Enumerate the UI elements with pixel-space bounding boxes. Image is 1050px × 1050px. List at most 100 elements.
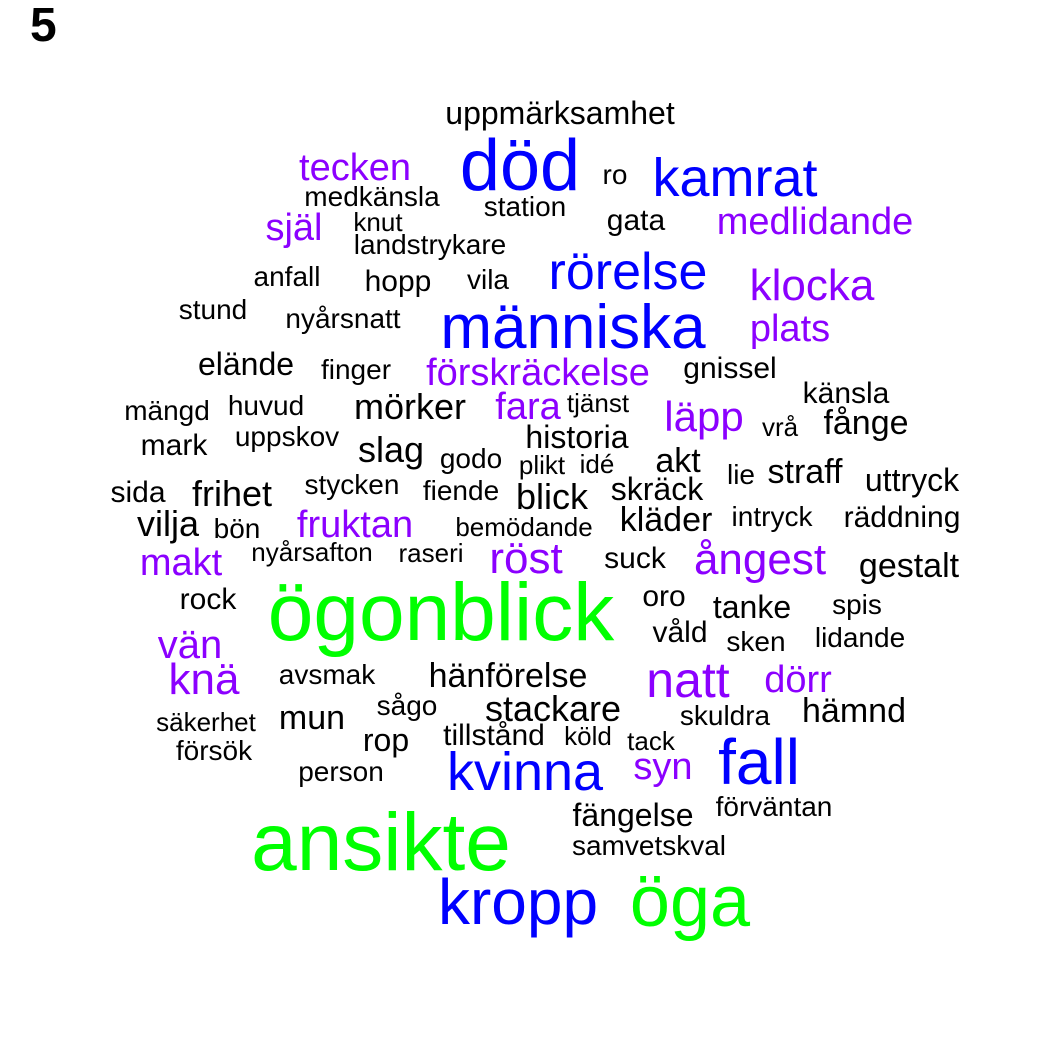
cloud-word: ro — [602, 159, 628, 190]
cloud-word: våld — [652, 616, 708, 649]
cloud-word: intryck — [731, 501, 813, 532]
cloud-word: landstrykare — [353, 229, 507, 260]
cloud-word: rock — [179, 583, 237, 616]
cloud-word: nyårsafton — [251, 537, 373, 567]
cloud-word: syn — [633, 746, 693, 788]
cloud-word: fängelse — [572, 797, 694, 833]
cloud-word: plikt — [518, 450, 566, 480]
cloud-word: ångest — [693, 535, 827, 584]
cloud-word: klocka — [749, 261, 875, 310]
cloud-word: straff — [767, 453, 843, 491]
cloud-word: bemödande — [455, 512, 593, 542]
cloud-word: lie — [726, 459, 756, 490]
cloud-word: stund — [178, 294, 248, 325]
cloud-word: försök — [175, 735, 253, 766]
cloud-word: anfall — [253, 261, 321, 292]
cloud-word: akt — [655, 442, 701, 480]
cloud-word: räddning — [843, 501, 961, 534]
cloud-word: bön — [213, 513, 261, 544]
cloud-word: dörr — [764, 659, 832, 701]
cloud-word: skuldra — [679, 700, 771, 731]
cloud-word: vila — [466, 264, 510, 295]
cloud-word: fara — [495, 386, 561, 428]
cloud-word: sida — [110, 476, 166, 509]
cloud-word: avsmak — [278, 659, 376, 690]
cloud-word: historia — [525, 419, 629, 455]
cloud-word: raseri — [398, 538, 464, 568]
cloud-word: skräck — [610, 471, 704, 507]
cloud-word: knä — [168, 655, 240, 704]
cloud-word: sken — [726, 626, 786, 657]
cloud-word: röst — [489, 534, 563, 583]
cloud-word: öga — [629, 862, 751, 942]
cloud-word: död — [459, 126, 581, 206]
cloud-word: tecken — [299, 147, 411, 189]
cloud-word: makt — [139, 542, 223, 584]
cloud-word: vilja — [136, 503, 200, 544]
cloud-word: uppskov — [234, 421, 340, 452]
cloud-word: huvud — [227, 390, 305, 421]
cloud-word: köld — [564, 721, 612, 751]
cloud-word: natt — [646, 652, 730, 708]
cloud-word: kvinna — [446, 742, 604, 802]
cloud-word: sågo — [376, 690, 438, 721]
cloud-word: fall — [718, 726, 800, 798]
cloud-word: gnissel — [683, 352, 777, 385]
cloud-word: stackare — [484, 688, 622, 729]
cloud-word: uttryck — [864, 462, 960, 498]
cloud-word: mun — [278, 699, 346, 737]
cloud-word: mängd — [124, 395, 210, 426]
cloud-word: förväntan — [715, 791, 833, 822]
cloud-word: kropp — [437, 866, 599, 938]
cloud-word: godo — [439, 443, 503, 474]
cloud-word: människa — [440, 293, 706, 362]
panel-label: 5 — [30, 0, 57, 52]
cloud-word: fånge — [823, 404, 909, 442]
cloud-word: suck — [604, 542, 666, 575]
cloud-word: stycken — [304, 469, 400, 500]
cloud-word: person — [298, 756, 384, 787]
cloud-word: oro — [642, 580, 686, 613]
cloud-word: ögonblick — [267, 567, 615, 658]
cloud-word: nyårsnatt — [285, 303, 401, 334]
cloud-word: hämnd — [802, 692, 906, 730]
cloud-word: kamrat — [652, 148, 818, 208]
cloud-word: rörelse — [548, 243, 708, 301]
cloud-word: knut — [353, 207, 403, 237]
cloud-word: tanke — [712, 589, 792, 625]
cloud-word: själ — [265, 207, 323, 249]
cloud-word: kläder — [619, 501, 713, 539]
cloud-word: vrå — [761, 412, 799, 442]
cloud-word: spis — [832, 589, 882, 620]
cloud-word: tjänst — [566, 388, 630, 418]
cloud-word: elände — [197, 346, 295, 382]
cloud-word: säkerhet — [156, 707, 256, 737]
cloud-word: medkänsla — [304, 181, 440, 212]
cloud-word: hänförelse — [428, 657, 588, 695]
cloud-word: idé — [579, 449, 615, 479]
cloud-word: fruktan — [296, 504, 414, 546]
cloud-word: hopp — [364, 265, 432, 298]
cloud-word: mörker — [353, 386, 467, 427]
cloud-word: vän — [157, 623, 223, 667]
cloud-word: lidande — [814, 622, 906, 653]
cloud-word: rop — [362, 722, 410, 758]
cloud-word: medlidande — [716, 201, 914, 243]
cloud-word: mark — [140, 429, 208, 462]
cloud-word: samvetskval — [571, 830, 727, 861]
cloud-word: fiende — [422, 475, 500, 506]
cloud-word: frihet — [191, 473, 273, 514]
cloud-word: läpp — [664, 393, 744, 440]
cloud-word: tack — [627, 726, 675, 756]
cloud-word: plats — [749, 308, 831, 350]
cloud-word: gata — [606, 204, 666, 237]
cloud-word: station — [483, 191, 567, 222]
cloud-word: ansikte — [251, 797, 511, 888]
cloud-word: förskräckelse — [426, 352, 650, 394]
cloud-word: blick — [515, 476, 589, 517]
cloud-word: tillstånd — [443, 719, 545, 752]
cloud-word: uppmärksamhet — [445, 95, 675, 131]
cloud-word: slag — [357, 429, 425, 470]
cloud-word: gestalt — [858, 547, 960, 585]
